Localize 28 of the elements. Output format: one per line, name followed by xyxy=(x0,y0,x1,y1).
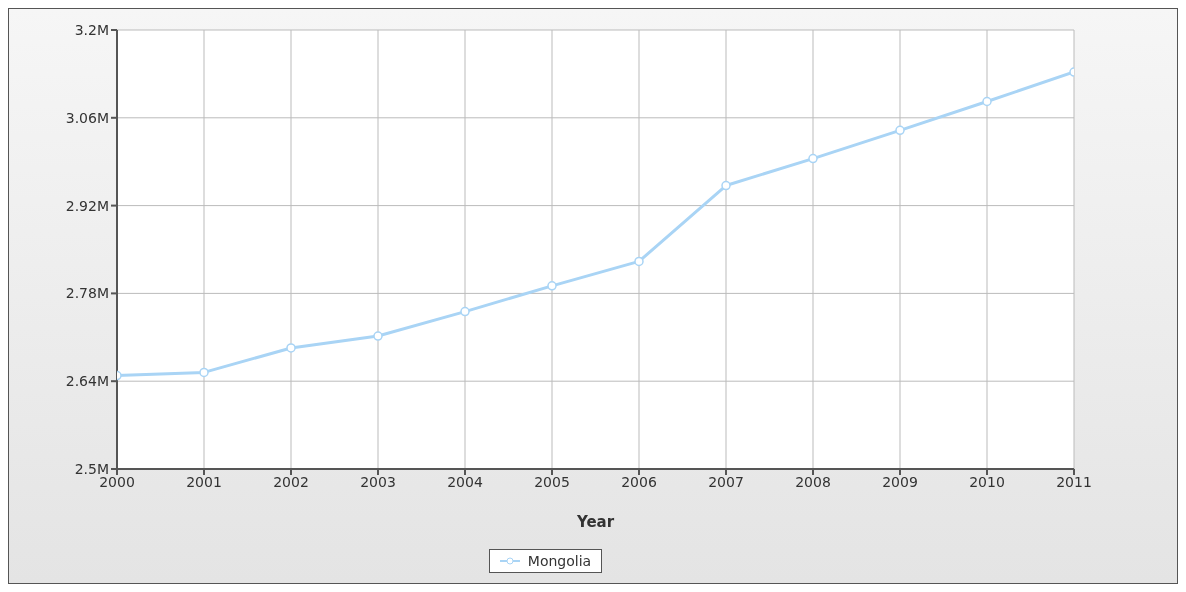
x-tick-label: 2010 xyxy=(969,473,1005,490)
point xyxy=(373,331,383,341)
point xyxy=(460,306,470,317)
x-tick-label: 2008 xyxy=(795,473,831,490)
x-axis-title: Year xyxy=(575,513,615,531)
y-tick-label: 3.06M xyxy=(65,109,109,126)
x-tick-label: 2007 xyxy=(708,473,744,490)
y-tick-label: 2.92M xyxy=(65,197,109,214)
y-tick-label: 2.78M xyxy=(65,285,109,302)
legend-label: Mongolia xyxy=(526,553,592,569)
point xyxy=(895,125,905,136)
x-tick-label: 2004 xyxy=(447,473,483,490)
x-tick-label: 2006 xyxy=(621,473,657,490)
point xyxy=(286,343,296,353)
point xyxy=(199,367,209,378)
point xyxy=(721,180,731,191)
x-tick-label: 2002 xyxy=(273,473,309,490)
x-tick-label: 2001 xyxy=(186,473,222,490)
y-tick-label: 2.64M xyxy=(65,373,109,390)
x-tick-label: 2009 xyxy=(882,473,918,490)
point xyxy=(808,153,818,164)
point xyxy=(982,96,992,107)
point xyxy=(547,281,557,291)
x-tick-label: 2003 xyxy=(360,473,396,490)
y-tick-label: 3.2M xyxy=(74,21,109,38)
point xyxy=(634,256,644,267)
x-tick-label: 2005 xyxy=(534,473,570,490)
x-tick-label: 2011 xyxy=(1056,473,1092,490)
